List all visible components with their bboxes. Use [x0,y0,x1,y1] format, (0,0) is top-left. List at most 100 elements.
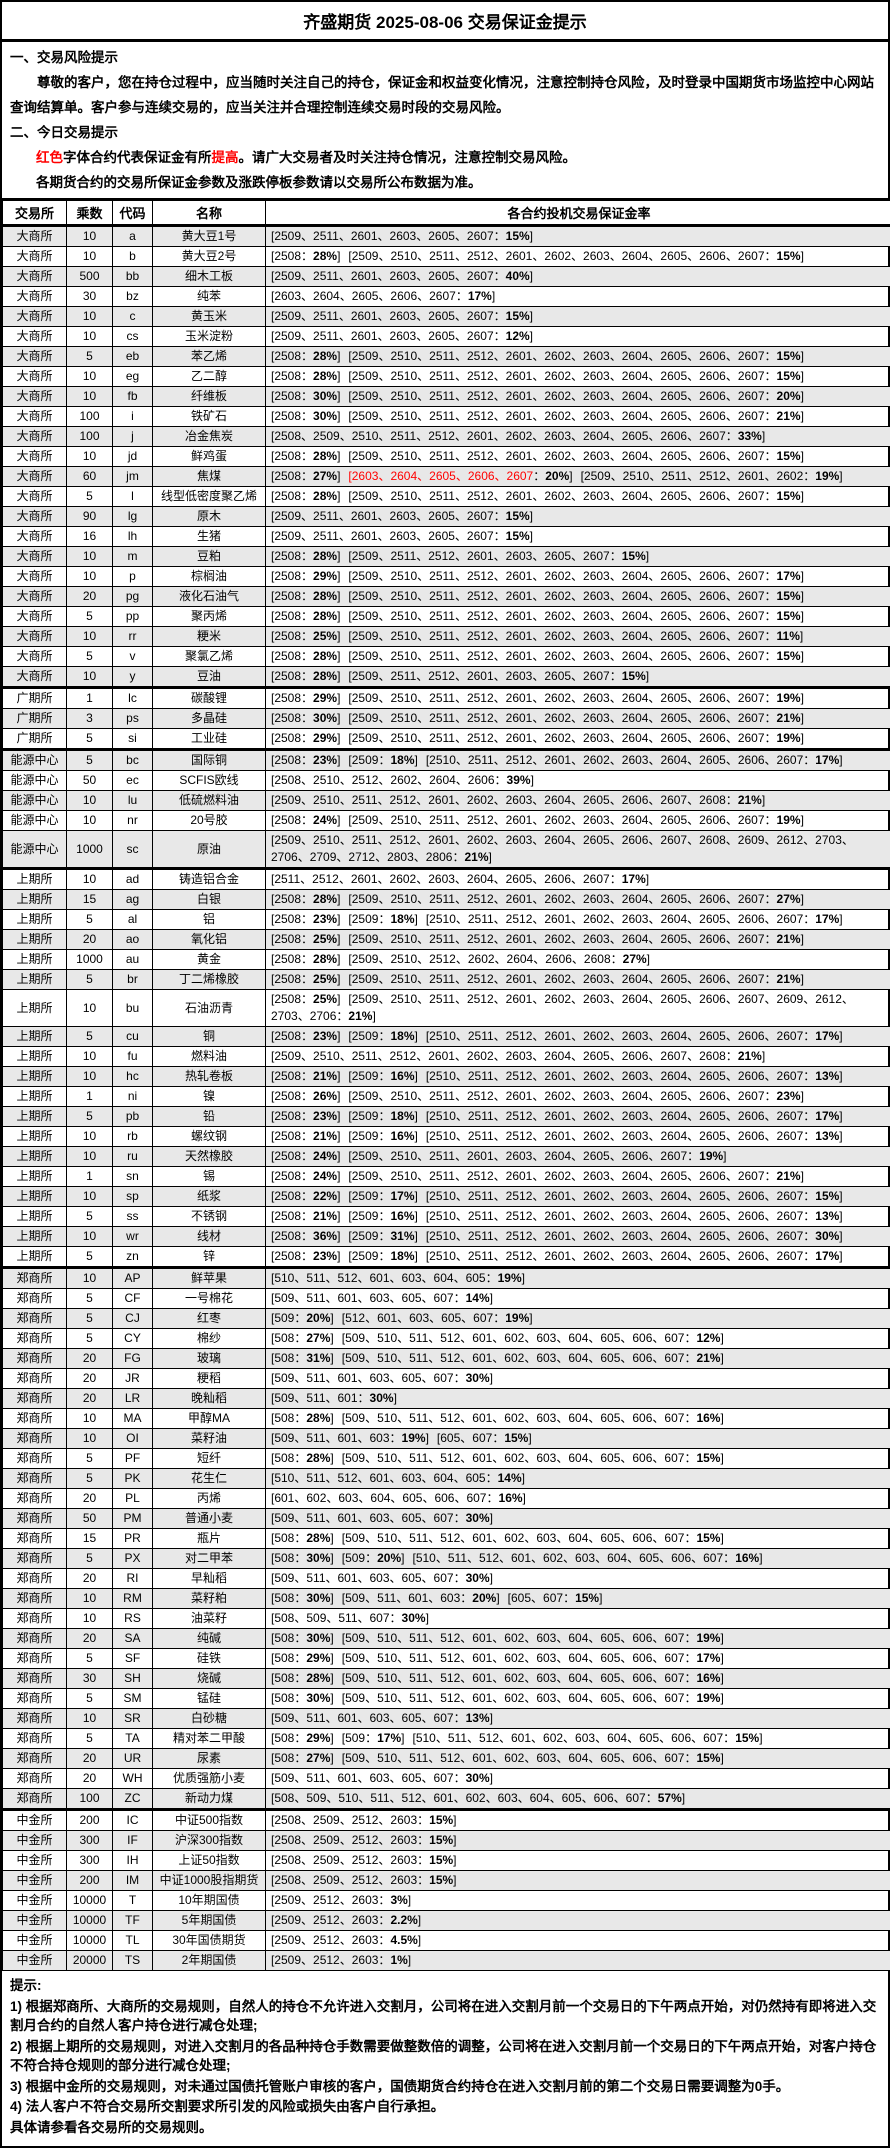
cell-margin-rates: [2508：23%][2509：18%][2510、2511、2512、2601… [266,1107,890,1127]
cell-multiplier: 10 [67,1147,113,1167]
cell-code: WH [113,1769,153,1789]
cell-name: 氧化铝 [153,930,266,950]
cell-exchange: 郑商所 [3,1689,67,1709]
cell-margin-rates: [2508：25%][2509、2510、2511、2512、2601、2602… [266,930,890,950]
cell-margin-rates: [2509、2512、2603：1%] [266,1951,890,1971]
cell-margin-rates: [2508：23%][2509：18%][2510、2511、2512、2601… [266,1027,890,1047]
cell-exchange: 广期所 [3,729,67,750]
col-header-name: 名称 [153,200,266,226]
cell-multiplier: 10 [67,1268,113,1289]
cell-margin-rates: [2508：21%][2509：16%][2510、2511、2512、2601… [266,1067,890,1087]
cell-margin-rates: [2509、2510、2511、2512、2601、2602、2603、2604… [266,791,890,811]
cell-multiplier: 10 [67,387,113,407]
cell-code: PF [113,1449,153,1469]
cell-name: 红枣 [153,1309,266,1329]
cell-margin-rates: [2508：24%][2509、2510、2511、2512、2601、2602… [266,1167,890,1187]
cell-margin-rates: [509：20%][512、601、603、605、607：19%] [266,1309,890,1329]
cell-multiplier: 20 [67,1369,113,1389]
table-header-row: 交易所 乘数 代码 名称 各合约投机交易保证金率 [3,200,890,226]
cell-exchange: 上期所 [3,950,67,970]
cell-multiplier: 10 [67,1609,113,1629]
margin-rate-group: [2508：28%] [271,489,340,503]
cell-exchange: 广期所 [3,709,67,729]
cell-code: eg [113,367,153,387]
margin-rate-group: [2508：23%] [271,1029,340,1043]
margin-rate-group: [605、607：15%] [508,1591,603,1605]
cell-multiplier: 5 [67,1649,113,1669]
cell-name: 普通小麦 [153,1509,266,1529]
cell-multiplier: 5 [67,1689,113,1709]
margin-rate-group: [2508、2509、2512、2603：15%] [271,1853,457,1867]
cell-multiplier: 10 [67,791,113,811]
margin-rate-group: [510、511、512、601、602、603、604、605、606、607… [413,1551,763,1565]
risk-section-heading: 一、交易风险提示 [10,45,880,70]
cell-multiplier: 5 [67,607,113,627]
margin-rate-group: [2508：23%] [271,912,340,926]
intro-section: 一、交易风险提示 尊敬的客户，您在持仓过程中，应当随时关注自己的持仓，保证金和权… [2,42,888,198]
cell-exchange: 大商所 [3,467,67,487]
cell-name: 铁矿石 [153,407,266,427]
cell-code: ag [113,890,153,910]
margin-rate-group: [2509、2510、2511、2601、2603、2604、2605、2606… [348,1149,726,1163]
cell-name: 国际铜 [153,750,266,771]
cell-margin-rates: [2508、2509、2512、2603：15%] [266,1851,890,1871]
cell-code: SA [113,1629,153,1649]
margin-rate-group: [2509、2510、2511、2512、2601、2602、2603、2604… [348,711,803,725]
cell-exchange: 郑商所 [3,1329,67,1349]
cell-name: 铸造铝合金 [153,869,266,890]
margin-rate-group: [2509、2510、2511、2512、2601、2602、2603、2604… [348,1089,803,1103]
cell-code: RM [113,1589,153,1609]
cell-multiplier: 20 [67,1629,113,1649]
margin-rate-group: [2509、2510、2511、2512、2601、2602、2603、2604… [348,691,803,705]
cell-name: 燃料油 [153,1047,266,1067]
margin-rate-group: [509、511、601：30%] [271,1391,397,1405]
cell-name: 菜籽粕 [153,1589,266,1609]
cell-exchange: 中金所 [3,1951,67,1971]
margin-rate-group: [510、511、512、601、603、604、605：14%] [271,1471,525,1485]
cell-margin-rates: [508、509、511、607：30%] [266,1609,890,1629]
cell-code: p [113,567,153,587]
cell-exchange: 上期所 [3,1047,67,1067]
cell-exchange: 郑商所 [3,1729,67,1749]
col-header-exchange: 交易所 [3,200,67,226]
cell-margin-rates: [509、511、601：30%] [266,1389,890,1409]
cell-exchange: 郑商所 [3,1669,67,1689]
cell-multiplier: 20 [67,587,113,607]
cell-margin-rates: [2509、2512、2603：4.5%] [266,1931,890,1951]
cell-exchange: 郑商所 [3,1429,67,1449]
cell-multiplier: 10 [67,1187,113,1207]
cell-code: SM [113,1689,153,1709]
margin-rate-group: [509、511、601、603：20%] [342,1591,500,1605]
cell-name: 黄大豆1号 [153,226,266,247]
margin-rate-group: [509、510、511、512、601、602、603、604、605、606… [342,1651,724,1665]
cell-multiplier: 10000 [67,1911,113,1931]
cell-name: 30年国债期货 [153,1931,266,1951]
margin-rate-group: [509、511、601、603、605、607：30%] [271,1571,493,1585]
cell-exchange: 郑商所 [3,1529,67,1549]
cell-margin-rates: [2508：28%][2509、2510、2511、2512、2601、2602… [266,447,890,467]
cell-exchange: 郑商所 [3,1349,67,1369]
cell-name: 苯乙烯 [153,347,266,367]
red-font-note: 红色字体合约代表保证金有所提高。请广大交易者及时关注持仓情况，注意控制交易风险。 [10,145,880,170]
cell-multiplier: 10 [67,1429,113,1449]
cell-name: 棉纱 [153,1329,266,1349]
cell-margin-rates: [2508：30%][2509、2510、2511、2512、2601、2602… [266,709,890,729]
cell-code: y [113,667,153,688]
cell-margin-rates: [508：27%][509、510、511、512、601、602、603、60… [266,1329,890,1349]
cell-multiplier: 20 [67,1389,113,1409]
cell-name: 玻璃 [153,1349,266,1369]
cell-code: IF [113,1831,153,1851]
cell-exchange: 中金所 [3,1911,67,1931]
